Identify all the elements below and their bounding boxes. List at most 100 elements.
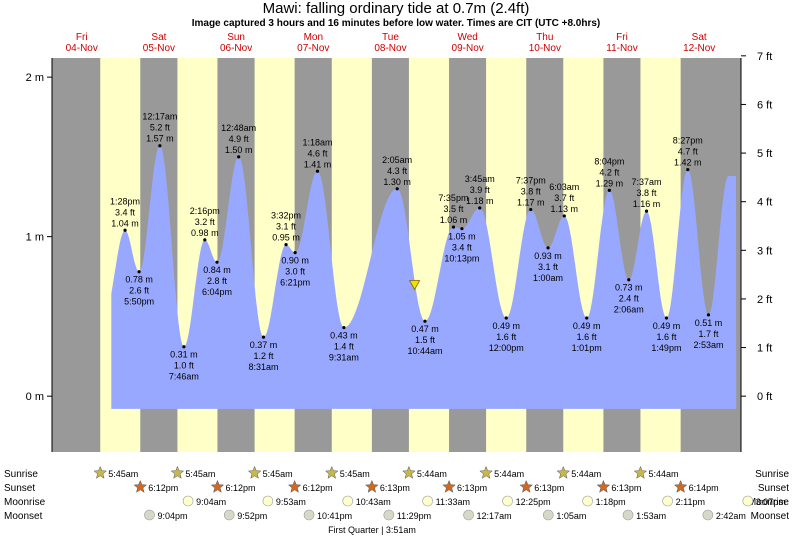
tide-time-label: 8:27pm [673,136,703,146]
tide-m-label: 0.98 m [191,228,219,238]
tide-time-label: 6:04pm [202,287,232,297]
tide-time-label: 2:06am [614,305,644,315]
tide-m-label: 1.29 m [596,178,624,188]
sunset-star-icon [596,479,611,493]
tide-ft-label: 1.6 ft [656,332,677,342]
tide-point [123,228,127,232]
moonrise-moon-icon [342,495,354,507]
tide-m-label: 1.42 m [674,158,702,168]
tide-point [607,188,611,192]
right-tick-label: 7 ft [757,51,772,63]
moonset-moon-icon [622,509,634,521]
tide-m-label: 0.31 m [170,350,198,360]
tide-point [137,270,141,274]
tide-m-label: 1.41 m [304,159,332,169]
moonset-moon-icon [383,509,395,521]
sunset-star-icon [210,479,225,493]
moonrise-moon-icon [662,495,673,507]
tide-ft-label: 1.4 ft [334,342,355,352]
moonset-time: 9:04pm [157,511,187,521]
sunset-time: 6:13pm [380,483,410,493]
moonset-moon-icon [303,509,315,521]
sunrise-time: 5:44am [417,469,447,479]
tide-ft-label: 1.0 ft [174,361,195,371]
day-label-weekday: Tue [382,32,399,43]
tide-time-label: 1:49pm [651,343,681,353]
moonset-time: 1:05am [556,511,586,521]
tide-ft-label: 3.2 ft [195,217,216,227]
tide-ft-label: 3.1 ft [276,222,297,232]
tide-point [293,251,297,255]
tide-time-label: 8:04pm [594,156,624,166]
sunrise-time: 5:44am [494,469,524,479]
tide-point [215,260,219,264]
tide-time-label: 2:05am [382,155,412,165]
moonrise-time: 11:33am [436,497,470,507]
tide-ft-label: 3.8 ft [521,187,542,197]
tide-m-label: 1.50 m [225,145,253,155]
sunrise-time: 5:44am [648,469,678,479]
moonrise-time: 10:43am [356,497,391,507]
tide-time-label: 12:00pm [489,343,524,353]
tide-m-label: 0.93 m [534,251,562,261]
tide-ft-label: 3.4 ft [452,243,473,253]
tide-m-label: 0.90 m [281,256,309,266]
moonrise-moon-icon [502,495,513,507]
right-tick-label: 2 ft [757,294,772,306]
tide-time-label: 2:16pm [190,206,220,216]
moonset-time: 9:52pm [237,511,267,521]
almanac: Sunrise Sunset Moonrise Moonset Sunrise … [4,465,789,535]
tide-point [423,319,427,323]
sunset-time: 6:12pm [148,483,178,493]
tide-point [315,169,320,173]
tide-m-label: 0.78 m [125,275,153,285]
tide-time-label: 6:21pm [280,278,310,288]
tide-ft-label: 1.7 ft [698,329,719,339]
tide-ft-label: 3.4 ft [115,207,136,217]
tide-m-label: 0.37 m [250,340,278,350]
day-label-weekday: Wed [457,32,477,43]
tide-m-label: 1.04 m [111,218,139,228]
day-label-date: 12-Nov [683,43,715,54]
day-label-weekday: Mon [304,32,323,43]
sunrise-time: 5:45am [263,469,293,479]
sunset-star-icon [133,479,148,493]
tide-ft-label: 4.3 ft [387,166,408,176]
tide-ft-label: 5.2 ft [150,123,171,133]
tide-m-label: 0.84 m [203,265,231,275]
sunrise-time: 5:45am [108,469,138,479]
tide-time-label: 1:00am [533,273,563,283]
day-label-date: 09-Nov [452,43,484,54]
moonset-moon-icon [463,509,474,521]
tide-m-label: 0.47 m [411,324,439,334]
tide-point [546,246,550,250]
tide-ft-label: 4.6 ft [307,148,328,158]
tide-point [182,345,186,349]
moonrise-time: 2:11pm [676,497,705,507]
sunrise-star-icon [247,465,262,479]
sunset-time: 6:13pm [611,483,641,493]
tide-point [706,313,711,317]
tide-m-label: 0.49 m [653,321,681,331]
sunset-star-icon [287,479,302,493]
chart-title: Mawi: falling ordinary tide at 0.7m (2.4… [263,0,530,17]
moonset-time: 12:17am [477,511,512,521]
axes: 0 m 1 m 2 m 0 ft 1 ft 2 ft 3 ft 4 ft 5 ft 6 ft 7 f… [26,51,772,452]
tide-point [529,207,533,212]
day-label-date: 10-Nov [529,43,561,54]
moonset-moon-icon [144,509,155,521]
moonrise-moon-icon [262,495,274,507]
left-tick-label: 2 m [26,72,44,84]
tide-point [158,144,162,148]
tide-m-label: 1.06 m [440,215,468,225]
tide-time-label: 7:37am [631,177,661,187]
moonset-moon-icon [223,509,235,521]
tide-m-label: 0.51 m [695,318,723,328]
tide-ft-label: 4.2 ft [599,167,620,177]
tide-m-label: 1.05 m [448,232,476,242]
left-tick-label: 1 m [26,232,44,244]
tide-point [203,238,207,242]
tide-point [237,155,241,159]
tide-time-label: 7:35pm [438,193,468,203]
